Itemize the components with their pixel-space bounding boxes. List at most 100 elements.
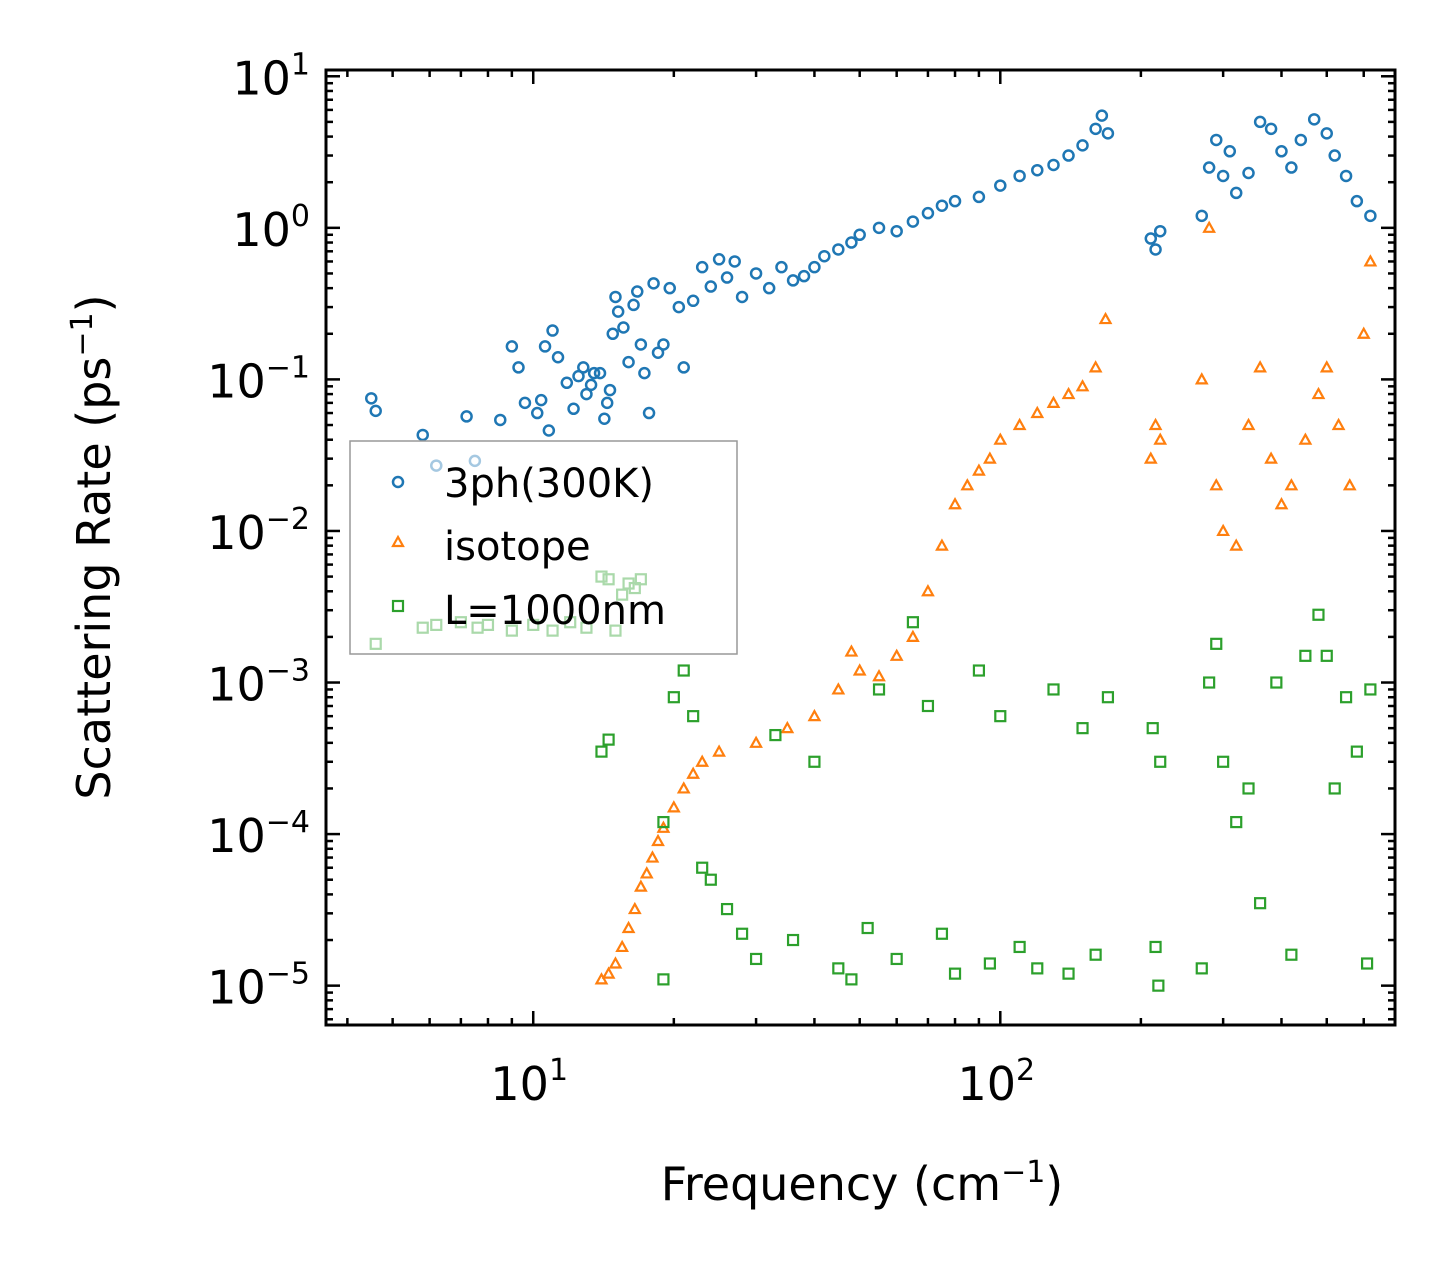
- data-point: [983, 957, 996, 970]
- data-point: [749, 952, 763, 966]
- data-point: [845, 236, 858, 249]
- data-point: [645, 850, 660, 863]
- data-point: [775, 260, 788, 274]
- data-point: [512, 361, 525, 374]
- data-point: [615, 939, 629, 953]
- data-point: [872, 221, 886, 235]
- data-point: [1216, 523, 1231, 537]
- data-point: [1299, 649, 1312, 662]
- x-tick-label: 102: [957, 1053, 1035, 1111]
- data-point: [935, 927, 949, 940]
- data-point: [1328, 782, 1341, 795]
- x-axis-label-exponent: −1: [1001, 1155, 1045, 1190]
- data-point: [1311, 386, 1326, 400]
- data-point: [494, 413, 507, 427]
- data-point: [1098, 311, 1113, 325]
- data-point: [948, 967, 962, 980]
- tick-base: 10: [232, 203, 291, 257]
- tick-exponent: −5: [266, 957, 310, 992]
- data-point: [609, 290, 622, 304]
- data-point: [1146, 722, 1159, 735]
- legend-box: [349, 440, 738, 655]
- data-point: [845, 973, 858, 986]
- data-point: [1153, 432, 1168, 445]
- data-point: [1319, 360, 1334, 373]
- data-point: [1088, 360, 1103, 373]
- data-point: [518, 396, 532, 410]
- data-point: [831, 682, 846, 695]
- data-point: [651, 346, 665, 359]
- data-point: [505, 340, 519, 353]
- tick-exponent: −2: [266, 502, 310, 537]
- data-point: [460, 410, 473, 423]
- data-point: [1294, 133, 1308, 147]
- data-point: [1194, 372, 1209, 385]
- legend-label-l1000nm: L=1000nm: [444, 588, 666, 634]
- data-point: [1031, 962, 1044, 975]
- data-point: [676, 781, 691, 794]
- data-point: [735, 290, 749, 304]
- tick-base: 10: [207, 809, 266, 863]
- tick-exponent: 1: [549, 1053, 568, 1088]
- y-axis-label-end: ): [67, 294, 121, 312]
- tick-exponent: −1: [266, 350, 310, 385]
- tick-base: 10: [490, 1057, 549, 1111]
- data-point: [1195, 962, 1208, 975]
- data-point: [657, 815, 670, 829]
- data-point: [695, 754, 710, 767]
- data-point: [1241, 417, 1256, 431]
- y-tick-label: 100: [232, 199, 310, 257]
- data-point: [1229, 186, 1243, 200]
- data-point: [1350, 745, 1363, 758]
- data-point: [1229, 538, 1244, 551]
- data-point: [1203, 676, 1216, 689]
- data-point: [560, 376, 574, 390]
- tick-base: 10: [957, 1057, 1016, 1111]
- data-point: [1307, 113, 1321, 126]
- data-point: [1356, 326, 1371, 339]
- data-point: [1101, 691, 1115, 704]
- data-point: [1144, 232, 1158, 245]
- data-point: [704, 873, 717, 886]
- data-point: [921, 584, 935, 597]
- data-point: [1154, 755, 1167, 768]
- x-tick-labels: 101 102: [490, 1053, 1035, 1111]
- data-point: [1030, 405, 1045, 419]
- x-axis-label-main: Frequency (cm: [661, 1157, 1001, 1211]
- data-point: [1210, 637, 1223, 650]
- data-point: [720, 902, 734, 916]
- data-point: [1275, 145, 1288, 158]
- data-point: [1242, 166, 1255, 180]
- data-point: [1363, 254, 1378, 267]
- tick-exponent: 1: [291, 47, 310, 82]
- y-tick-label: 101: [232, 47, 310, 105]
- data-point: [1149, 940, 1162, 954]
- data-point: [542, 424, 556, 437]
- tick-exponent: −4: [266, 805, 310, 840]
- data-point: [1152, 979, 1165, 992]
- data-point: [1350, 194, 1364, 208]
- data-point: [1012, 417, 1027, 431]
- data-point: [672, 300, 686, 314]
- data-point: [1013, 169, 1026, 183]
- legend-label-3ph: 3ph(300K): [444, 461, 654, 507]
- data-point: [1360, 957, 1374, 970]
- data-point: [972, 190, 986, 204]
- data-point: [921, 206, 935, 220]
- x-axis-label: Frequency (cm−1): [661, 1155, 1064, 1211]
- series-0: [365, 109, 1377, 472]
- data-point: [1312, 608, 1325, 621]
- y-tick-label: 10−5: [207, 957, 310, 1015]
- y-tick-label: 10−4: [207, 805, 310, 863]
- data-point: [797, 269, 811, 283]
- data-point: [546, 324, 559, 337]
- data-point: [1210, 133, 1223, 147]
- tick-base: 10: [207, 961, 266, 1015]
- tick-exponent: 2: [1016, 1053, 1035, 1088]
- tick-exponent: −3: [266, 654, 310, 689]
- data-point: [1264, 451, 1278, 464]
- data-point: [1101, 127, 1115, 140]
- data-point: [538, 340, 552, 353]
- data-point: [633, 879, 648, 892]
- data-point: [1076, 139, 1089, 152]
